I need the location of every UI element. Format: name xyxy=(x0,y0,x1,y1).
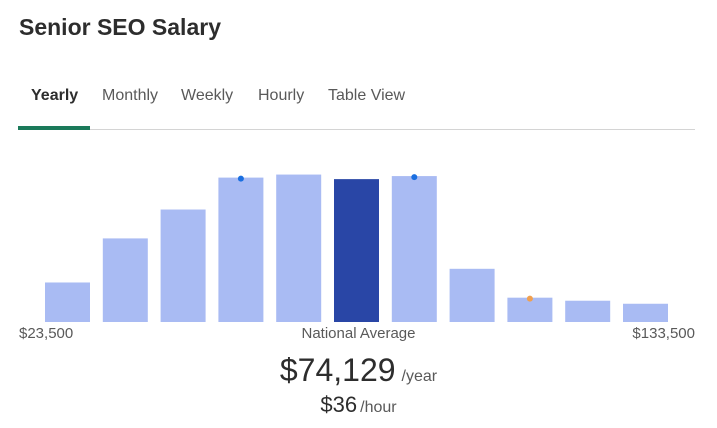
histogram-bar[interactable] xyxy=(102,238,148,322)
salary-distribution-chart xyxy=(45,174,668,322)
yearly-salary-amount: $74,129 xyxy=(279,352,396,388)
active-tab-indicator xyxy=(18,126,90,130)
tab-weekly[interactable]: Weekly xyxy=(181,87,234,104)
hourly-salary: $36/hour xyxy=(0,392,717,418)
range-min-label: $23,500 xyxy=(19,325,74,342)
yearly-salary: $74,129/year xyxy=(0,352,717,389)
histogram-bar[interactable] xyxy=(391,176,437,322)
histogram-bar[interactable] xyxy=(276,174,322,322)
histogram-bar[interactable] xyxy=(218,177,264,322)
orange-marker-dot xyxy=(526,295,533,302)
yearly-salary-unit: /year xyxy=(401,368,438,385)
tab-monthly[interactable]: Monthly xyxy=(102,87,159,104)
range-max-label: $133,500 xyxy=(632,325,695,342)
hourly-salary-amount: $36 xyxy=(320,392,358,417)
tab-yearly[interactable]: Yearly xyxy=(31,87,79,104)
tab-hourly[interactable]: Hourly xyxy=(258,87,305,104)
national-average-label: National Average xyxy=(301,325,416,342)
salary-period-tabs: Yearly Monthly Weekly Hourly Table View xyxy=(18,72,695,130)
blue-marker-dot xyxy=(237,175,244,182)
page-title: Senior SEO Salary xyxy=(19,14,221,40)
hourly-salary-unit: /hour xyxy=(360,399,397,416)
histogram-bar[interactable] xyxy=(623,303,668,322)
blue-marker-dot xyxy=(411,174,418,181)
histogram-bar[interactable] xyxy=(507,297,553,322)
tab-table-view[interactable]: Table View xyxy=(328,87,406,104)
histogram-bar[interactable] xyxy=(449,268,495,322)
histogram-bar[interactable] xyxy=(45,282,90,322)
histogram-bar[interactable] xyxy=(565,300,611,322)
histogram-bar[interactable] xyxy=(160,209,206,322)
histogram-bar-national-average[interactable] xyxy=(334,179,379,322)
